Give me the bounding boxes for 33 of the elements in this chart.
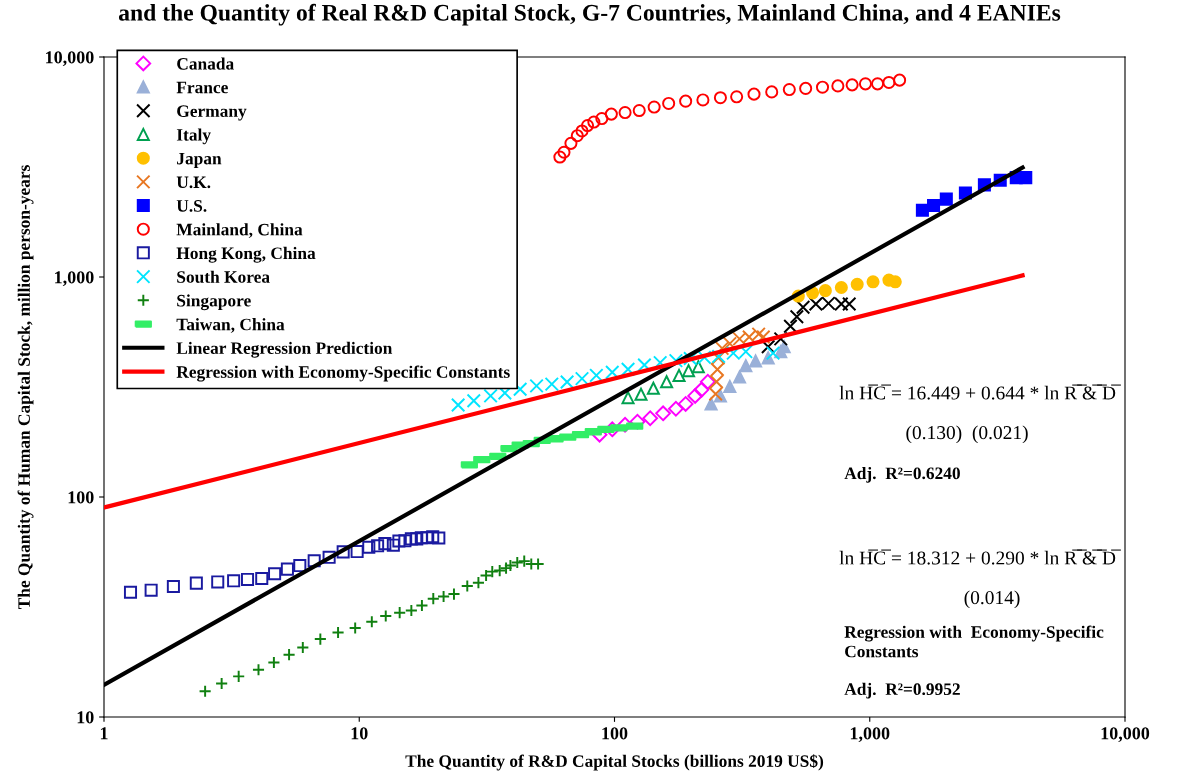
annotation: ln H̅C̅ = 18.312 + 0.290 * ln R̅ ̅&̅ ̅D̅: [839, 549, 1121, 565]
legend-label: U.S.: [176, 200, 207, 212]
x-tick-label: 10: [351, 727, 368, 740]
legend-label: South Korea: [177, 270, 270, 283]
y-tick-label: 100: [68, 491, 94, 504]
y-tick-label: 10: [77, 711, 94, 724]
legend-label: Linear Regression Prediction: [176, 341, 393, 358]
legend-label: Hong Kong, China: [176, 246, 316, 263]
legend-label: Japan: [177, 152, 222, 168]
annotation: (0.014): [964, 590, 1020, 609]
annotation: Adj. R²=0.6240: [844, 466, 960, 483]
legend-label: Germany: [177, 105, 247, 121]
annotation: Regression with Economy-Specific Constants: [844, 625, 1104, 658]
legend-label: Canada: [177, 57, 234, 70]
x-axis-title: The Quantity of R&D Capital Stocks (billions 2019 US$): [405, 754, 824, 771]
legend-label: Italy: [176, 128, 211, 145]
annotation: (0.130) (0.021): [906, 425, 1028, 444]
legend-label: U.K.: [176, 176, 211, 189]
y-tick-label: 1,000: [55, 271, 94, 287]
legend-label: Regression with Economy-Specific Constants: [176, 365, 510, 382]
annotation: Adj. R²=0.9952: [844, 682, 960, 699]
annotation: ln H̅C̅ = 16.449 + 0.644 * ln R̅ ̅&̅ ̅D̅: [839, 384, 1121, 400]
x-tick-label: 1,000: [850, 727, 890, 743]
x-tick-label: 100: [602, 727, 628, 740]
chart-title: and the Quantity of Real R&D Capital Stock, G-7 Countries, Mainland China, and 4 EANIEs: [118, 3, 1061, 26]
x-tick-label: 1: [100, 727, 108, 740]
legend-label: Taiwan, China: [176, 318, 285, 333]
legend-label: Mainland, China: [176, 223, 303, 238]
y-axis-title: The Quantity of Human Capital Stock, million person-years: [17, 165, 34, 610]
x-tick-label: 10,000: [1101, 727, 1150, 743]
legend-label: France: [176, 81, 228, 94]
legend-label: Singapore: [177, 294, 251, 311]
y-tick-label: 10,000: [46, 51, 94, 67]
